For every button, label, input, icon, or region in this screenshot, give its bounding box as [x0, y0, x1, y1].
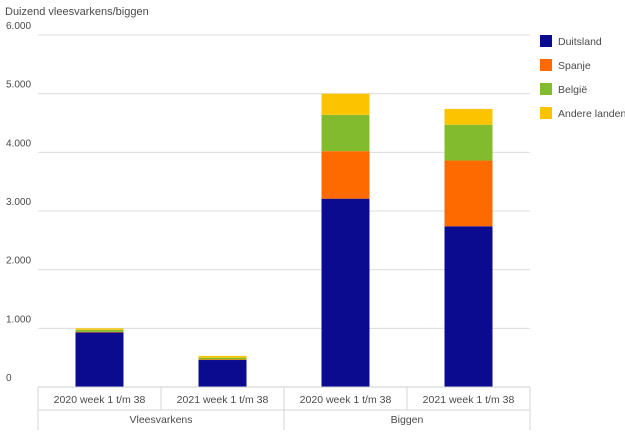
bar-segment: [444, 160, 493, 227]
legend-label: België: [558, 84, 587, 96]
x-axis: 2020 week 1 t/m 38 2021 week 1 t/m 38 2020…: [37, 386, 531, 430]
bar-segment: [321, 93, 370, 115]
y-axis-label: Duizend vleesvarkens/biggen: [5, 6, 149, 18]
x-tick-label: 2021 week 1 t/m 38: [423, 394, 515, 406]
bar-segment: [444, 108, 493, 125]
bar-segment: [444, 226, 493, 387]
bar-segment: [75, 332, 124, 387]
legend-swatch: [540, 107, 552, 119]
legend-label: Spanje: [558, 60, 591, 72]
bars: [75, 93, 493, 387]
y-tick-label: 1.000: [6, 314, 31, 325]
y-tick-label: 3.000: [6, 197, 31, 208]
bar-segment: [198, 360, 247, 387]
y-tick-label: 0: [6, 373, 12, 384]
x-group-label: Vleesvarkens: [129, 414, 192, 426]
y-tick-label: 4.000: [6, 138, 31, 149]
bar-segment: [75, 328, 124, 330]
bar-segment: [321, 114, 370, 152]
x-group-label: Biggen: [391, 414, 424, 426]
x-tick-label: 2020 week 1 t/m 38: [300, 394, 392, 406]
bar-segment: [198, 359, 247, 361]
y-tick-label: 5.000: [6, 80, 31, 91]
bar-segment: [198, 355, 247, 358]
bar-segment: [75, 331, 124, 333]
legend: Duitsland Spanje België Andere landen: [540, 35, 625, 120]
bar-segment: [75, 329, 124, 332]
bar-segment: [444, 124, 493, 161]
y-tick-label: 2.000: [6, 256, 31, 267]
bar-segment: [321, 151, 370, 199]
legend-swatch: [540, 59, 552, 71]
legend-swatch: [540, 83, 552, 95]
legend-label: Duitsland: [558, 36, 602, 48]
legend-label: Andere landen: [558, 108, 625, 120]
x-tick-label: 2021 week 1 t/m 38: [177, 394, 269, 406]
x-tick-label: 2020 week 1 t/m 38: [54, 394, 146, 406]
bar-segment: [321, 198, 370, 387]
y-tick-labels: 0 1.000 2.000 3.000 4.000 5.000 6.000: [6, 21, 31, 384]
legend-swatch: [540, 35, 552, 47]
bar-segment: [198, 357, 247, 360]
y-tick-label: 6.000: [6, 21, 31, 32]
